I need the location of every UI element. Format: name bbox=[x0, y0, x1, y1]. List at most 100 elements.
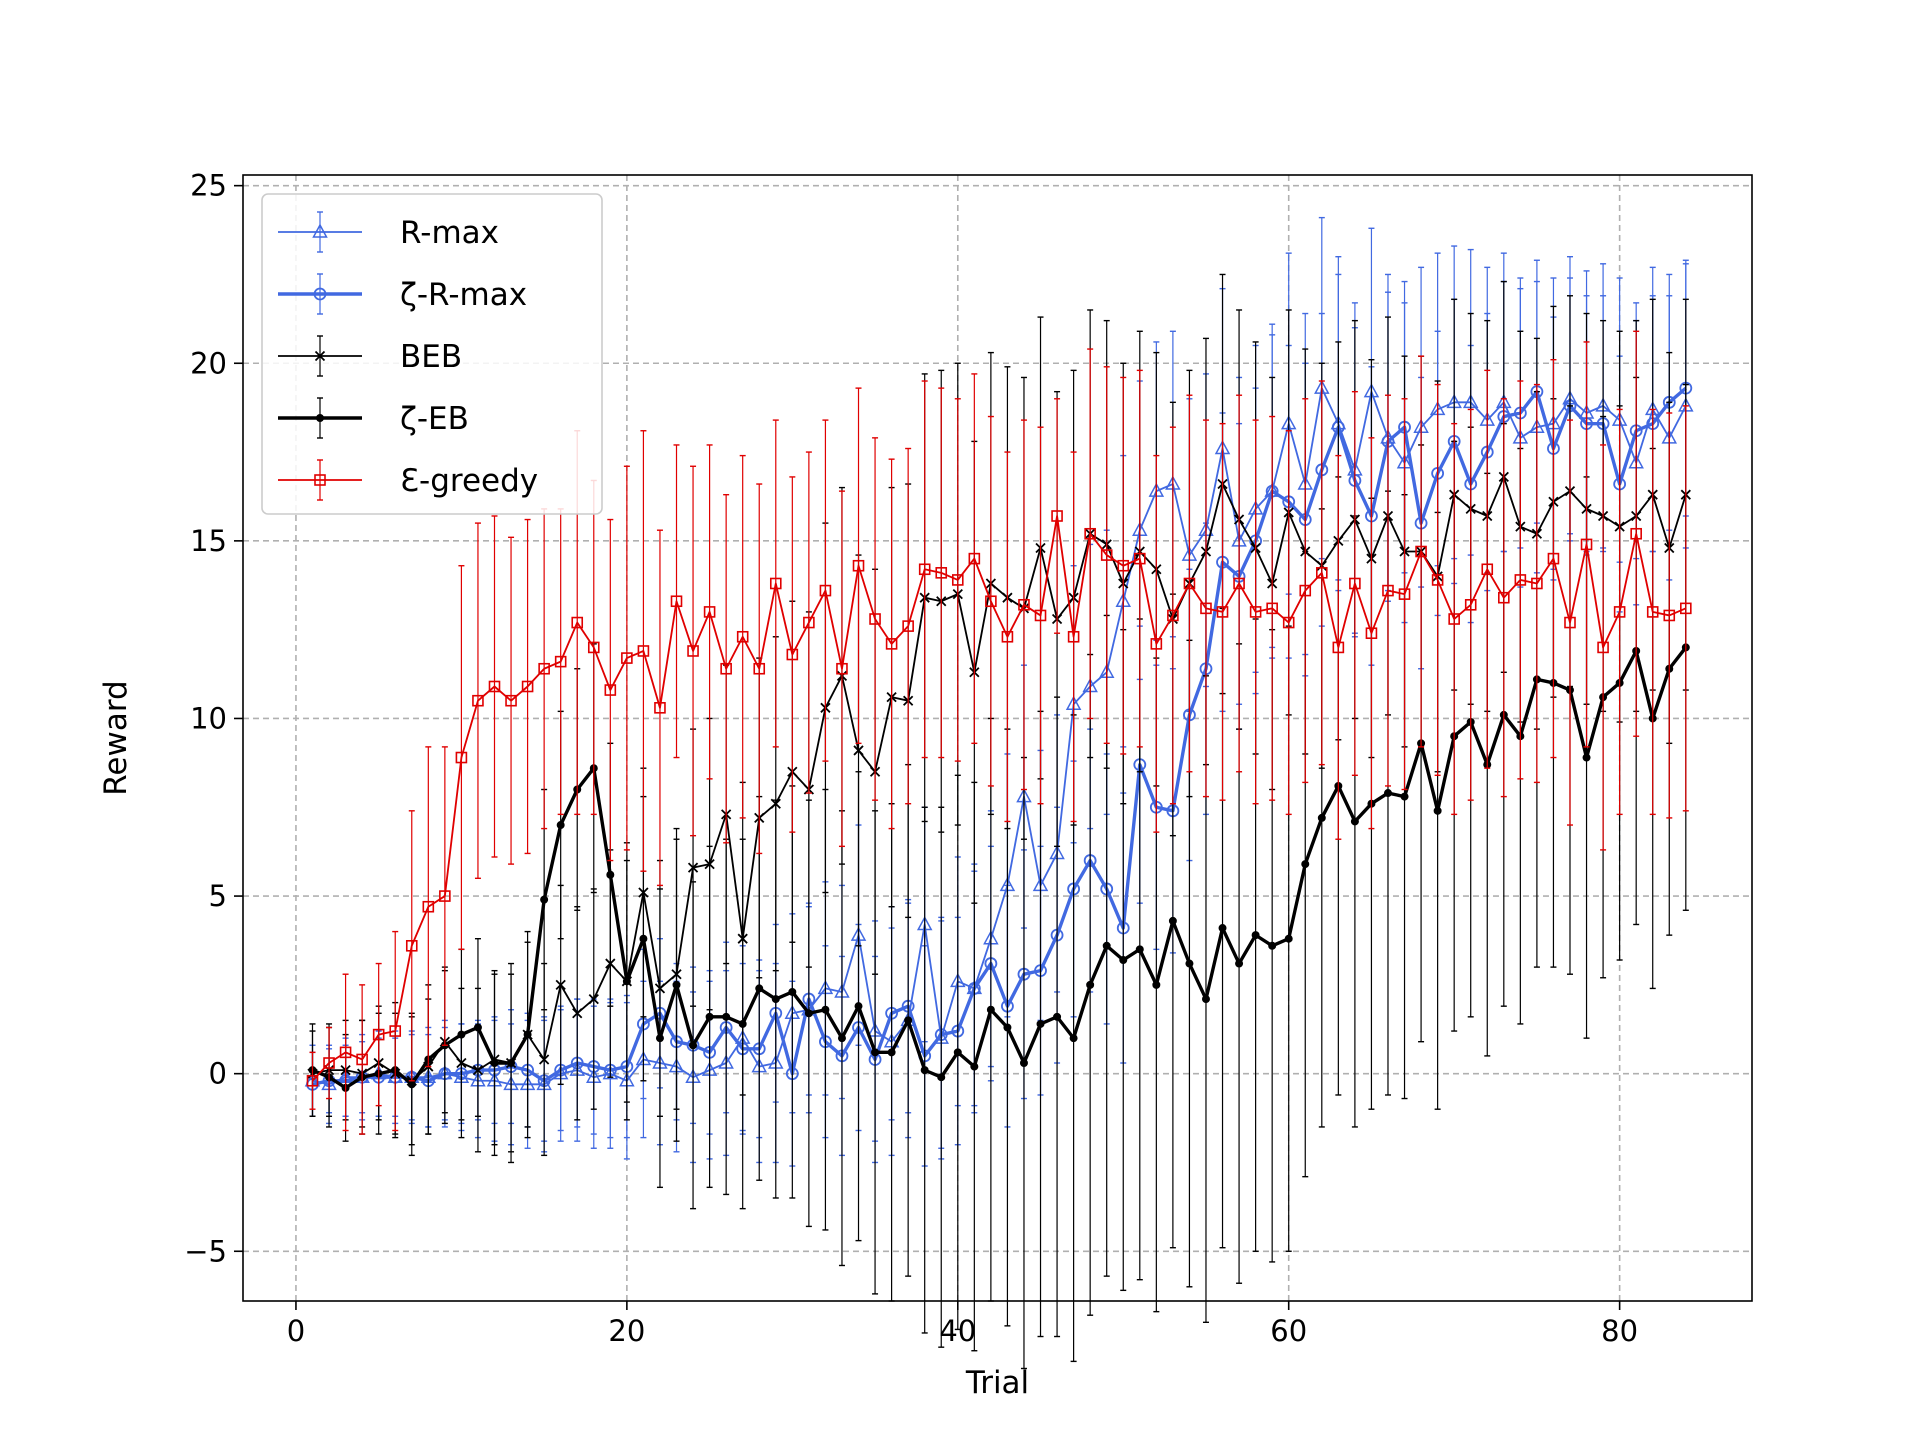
point-s3-20 bbox=[639, 934, 648, 943]
point-s4-10 bbox=[472, 694, 484, 707]
point-s4-70 bbox=[1464, 598, 1477, 611]
point-s4-82 bbox=[1663, 609, 1676, 622]
point-s3-15 bbox=[556, 821, 565, 830]
point-s3-57 bbox=[1251, 931, 1260, 940]
point-s3-40 bbox=[970, 1062, 979, 1071]
point-s3-31 bbox=[821, 1005, 830, 1014]
point-s3-66 bbox=[1400, 792, 1409, 801]
point-s4-13 bbox=[521, 680, 534, 693]
point-s4-52 bbox=[1167, 609, 1179, 622]
point-s2-15 bbox=[555, 979, 566, 991]
point-s3-45 bbox=[1053, 1012, 1062, 1021]
point-s4-59 bbox=[1282, 616, 1295, 629]
legend-label-4: Ɛ-greedy bbox=[400, 463, 538, 499]
point-s4-79 bbox=[1613, 606, 1626, 618]
point-s4-29 bbox=[786, 648, 799, 661]
legend-label-1: ζ-R-max bbox=[400, 277, 527, 313]
point-s4-4 bbox=[372, 1028, 385, 1041]
point-s4-61 bbox=[1316, 567, 1328, 579]
point-s4-17 bbox=[587, 641, 600, 654]
series-line-4 bbox=[311, 515, 1687, 1082]
point-s4-39 bbox=[951, 574, 964, 586]
point-s4-83 bbox=[1680, 602, 1692, 615]
point-s3-55 bbox=[1218, 924, 1227, 933]
point-s4-1 bbox=[323, 1057, 335, 1069]
point-s3-18 bbox=[606, 870, 615, 879]
point-s4-65 bbox=[1382, 584, 1394, 597]
point-s3-60 bbox=[1301, 860, 1310, 869]
point-s4-74 bbox=[1531, 577, 1543, 590]
point-s4-75 bbox=[1547, 552, 1560, 565]
y-tick-label-6: 25 bbox=[190, 169, 227, 203]
point-s3-12 bbox=[507, 1059, 516, 1068]
point-s3-6 bbox=[407, 1080, 416, 1089]
point-s4-68 bbox=[1431, 574, 1444, 586]
point-s3-11 bbox=[490, 1059, 499, 1068]
point-s2-16 bbox=[572, 1008, 583, 1019]
point-s3-29 bbox=[788, 987, 797, 996]
point-s3-51 bbox=[1152, 980, 1161, 989]
point-s3-47 bbox=[1086, 980, 1095, 989]
plot-series bbox=[304, 216, 1694, 1370]
plot-frame bbox=[242, 174, 1753, 1302]
point-s4-16 bbox=[571, 616, 584, 629]
point-s4-24 bbox=[703, 606, 716, 618]
point-s4-51 bbox=[1150, 638, 1163, 650]
series-line-1 bbox=[312, 386, 1687, 1086]
x-tick-label-4: 80 bbox=[1601, 1314, 1638, 1348]
point-s3-53 bbox=[1185, 959, 1194, 968]
point-s4-26 bbox=[736, 630, 749, 643]
legend-item-0: R-max bbox=[278, 211, 499, 253]
legend-item-4: Ɛ-greedy bbox=[278, 459, 538, 501]
point-s4-67 bbox=[1415, 545, 1427, 558]
point-s4-49 bbox=[1117, 559, 1130, 572]
point-s4-14 bbox=[538, 662, 550, 675]
point-s4-55 bbox=[1216, 606, 1229, 618]
point-s4-21 bbox=[654, 702, 666, 714]
point-s4-64 bbox=[1365, 627, 1378, 640]
point-s4-36 bbox=[902, 620, 914, 632]
point-s3-50 bbox=[1135, 945, 1144, 954]
point-s4-69 bbox=[1448, 613, 1460, 625]
legend-marker-0 bbox=[312, 223, 328, 238]
point-s3-22 bbox=[672, 980, 681, 989]
point-s4-33 bbox=[852, 559, 865, 572]
point-s4-78 bbox=[1597, 641, 1609, 654]
point-s4-40 bbox=[968, 552, 981, 565]
point-s4-62 bbox=[1332, 641, 1345, 654]
point-s4-27 bbox=[753, 662, 766, 675]
point-s4-38 bbox=[935, 567, 948, 579]
point-s3-54 bbox=[1201, 995, 1210, 1004]
point-s3-49 bbox=[1119, 956, 1128, 965]
point-s4-22 bbox=[670, 595, 683, 608]
y-tick-label-5: 20 bbox=[190, 346, 227, 380]
series-line-0 bbox=[312, 387, 1687, 1086]
point-s3-19 bbox=[622, 977, 631, 986]
point-s3-56 bbox=[1235, 959, 1244, 968]
y-tick-label-0: −5 bbox=[184, 1234, 227, 1268]
point-s3-37 bbox=[920, 1066, 929, 1075]
legend-label-0: R-max bbox=[400, 215, 499, 251]
point-s3-32 bbox=[837, 1034, 846, 1043]
point-s3-28 bbox=[771, 995, 780, 1004]
point-s4-77 bbox=[1580, 538, 1593, 551]
point-s3-61 bbox=[1317, 813, 1326, 822]
x-tick-label-2: 40 bbox=[939, 1314, 976, 1348]
point-s3-13 bbox=[523, 1030, 532, 1039]
series-4 bbox=[306, 330, 1692, 1135]
point-s3-48 bbox=[1102, 941, 1111, 950]
point-s4-9 bbox=[455, 751, 468, 764]
point-s3-9 bbox=[457, 1030, 466, 1039]
point-s4-45 bbox=[1051, 510, 1063, 522]
point-s4-46 bbox=[1067, 630, 1080, 643]
point-s4-63 bbox=[1349, 577, 1361, 590]
axis-ticks: 0 20 40 60 80 −5 0 5 10 15 20 25 bbox=[184, 169, 1638, 1348]
point-s4-81 bbox=[1646, 606, 1659, 618]
point-s3-39 bbox=[953, 1048, 962, 1057]
point-s3-52 bbox=[1168, 916, 1177, 925]
point-s4-56 bbox=[1233, 577, 1245, 590]
y-tick-label-3: 10 bbox=[190, 701, 227, 735]
point-s3-42 bbox=[1003, 1023, 1012, 1032]
point-s3-27 bbox=[755, 984, 764, 993]
